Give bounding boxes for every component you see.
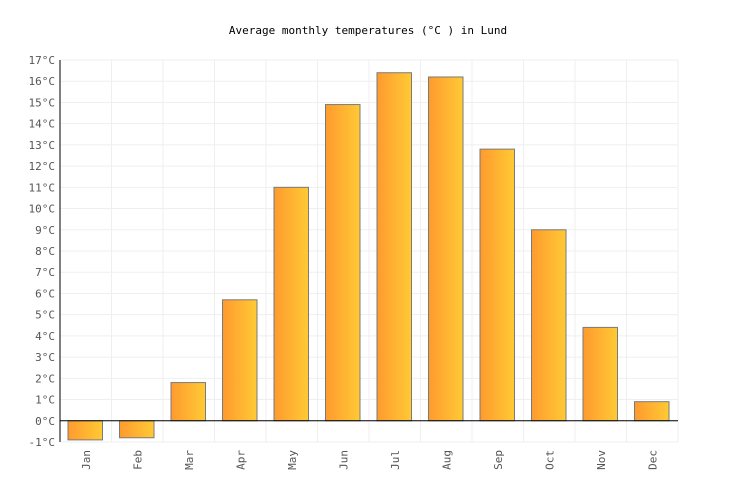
- x-tick-label: Nov: [595, 450, 608, 470]
- y-tick-label: 14°C: [29, 118, 56, 131]
- y-tick-label: 2°C: [35, 372, 55, 385]
- y-tick-label: 0°C: [35, 415, 55, 428]
- bar-feb: [119, 420, 155, 439]
- bar-sep: [479, 148, 515, 422]
- y-tick-label: 15°C: [29, 96, 56, 109]
- y-tick-label: 8°C: [35, 245, 55, 258]
- bar-oct: [531, 229, 567, 422]
- x-tick-label: Jan: [80, 450, 93, 470]
- y-tick-label: 6°C: [35, 287, 55, 300]
- y-tick-label: 12°C: [29, 160, 56, 173]
- x-tick-label: Jul: [389, 450, 402, 470]
- x-tick-label: Oct: [543, 450, 556, 470]
- x-tick-label: May: [286, 450, 299, 470]
- bar-jun: [325, 104, 361, 422]
- y-tick-label: 4°C: [35, 330, 55, 343]
- y-tick-label: 17°C: [29, 54, 56, 67]
- x-tick-label: Mar: [183, 450, 196, 470]
- x-tick-label: Sep: [492, 450, 505, 470]
- y-tick-label: 3°C: [35, 351, 55, 364]
- y-tick-label: -1°C: [29, 436, 56, 449]
- bar-jul: [376, 72, 412, 422]
- x-tick-label: Jun: [337, 450, 350, 470]
- y-tick-label: 5°C: [35, 309, 55, 322]
- bar-jan: [67, 420, 103, 441]
- bar-may: [273, 186, 309, 422]
- y-tick-label: 11°C: [29, 181, 56, 194]
- bar-aug: [428, 76, 464, 422]
- chart-title: Average monthly temperatures (°C ) in Lu…: [229, 24, 507, 37]
- x-tick-label: Dec: [646, 450, 659, 470]
- bar-apr: [222, 299, 258, 422]
- y-tick-label: 9°C: [35, 224, 55, 237]
- y-tick-label: 10°C: [29, 203, 56, 216]
- x-tick-label: Aug: [440, 450, 453, 470]
- x-tick-label: Apr: [234, 450, 247, 470]
- y-tick-label: 1°C: [35, 394, 55, 407]
- y-tick-label: 16°C: [29, 75, 56, 88]
- y-tick-label: 7°C: [35, 266, 55, 279]
- bar-nov: [582, 326, 618, 422]
- bar-mar: [170, 382, 206, 422]
- x-tick-label: Feb: [131, 450, 144, 470]
- y-tick-label: 13°C: [29, 139, 56, 152]
- bar-dec: [634, 401, 670, 422]
